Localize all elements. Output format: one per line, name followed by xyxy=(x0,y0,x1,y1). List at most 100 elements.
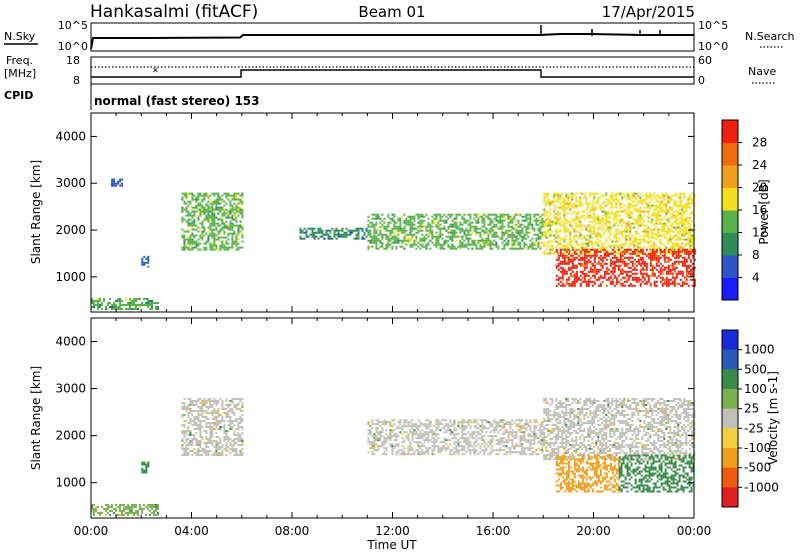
echo-cell xyxy=(483,245,486,248)
echo-cell xyxy=(199,204,202,207)
echo-cell xyxy=(143,503,145,506)
echo-cell xyxy=(197,426,200,428)
echo-cell xyxy=(585,264,588,267)
echo-cell xyxy=(455,223,458,226)
cpid-panel: CPID normal (fast stereo) 153 xyxy=(4,84,260,110)
echo-cell xyxy=(651,274,654,277)
echo-cell xyxy=(381,427,384,430)
echo-cell xyxy=(195,410,198,412)
echo-cell xyxy=(235,418,238,420)
echo-cell xyxy=(655,200,658,203)
echo-cell xyxy=(157,302,159,304)
echo-cell xyxy=(235,196,238,199)
echo-cell xyxy=(661,270,664,273)
echo-cell xyxy=(539,237,542,240)
echo-cell xyxy=(217,222,220,225)
echo-cell xyxy=(597,196,600,199)
echo-cell xyxy=(607,228,610,231)
echo-cell xyxy=(503,243,506,246)
echo-cell xyxy=(589,214,592,217)
echo-cell xyxy=(549,250,552,253)
echo-cell xyxy=(145,469,148,472)
echo-cell xyxy=(451,213,454,216)
echo-cell xyxy=(99,300,101,302)
echo-cell xyxy=(563,270,566,273)
echo-cell xyxy=(509,219,512,222)
echo-cell xyxy=(395,245,398,248)
echo-cell xyxy=(523,241,526,244)
echo-cell xyxy=(427,223,430,226)
echo-cell xyxy=(429,431,432,434)
echo-cell xyxy=(667,194,670,197)
echo-cell xyxy=(221,200,224,203)
echo-cell xyxy=(133,511,135,514)
echo-cell xyxy=(187,438,190,440)
echo-cell xyxy=(151,304,153,306)
echo-cell xyxy=(199,420,202,422)
echo-cell xyxy=(683,280,686,283)
echo-cell xyxy=(639,224,642,227)
echo-cell xyxy=(575,256,578,259)
echo-cell xyxy=(453,429,456,432)
echo-cell xyxy=(227,420,230,422)
echo-cell xyxy=(429,233,432,236)
echo-cell xyxy=(661,202,664,205)
echo-cell xyxy=(207,230,210,233)
echo-cell xyxy=(623,248,626,251)
echo-cell xyxy=(489,247,492,250)
echo-cell xyxy=(583,194,586,197)
echo-cell xyxy=(465,237,468,240)
echo-cell xyxy=(675,244,678,247)
echo-cell xyxy=(335,237,338,240)
echo-cell xyxy=(683,234,686,237)
echo-cell xyxy=(215,208,218,211)
echo-cell xyxy=(189,234,192,237)
echo-cell xyxy=(685,248,688,251)
echo-cell xyxy=(235,238,238,241)
echo-cell xyxy=(157,507,159,510)
echo-cell xyxy=(619,268,622,271)
echo-cell xyxy=(513,243,516,246)
echo-cell xyxy=(651,272,654,275)
echo-cell xyxy=(601,248,604,251)
echo-cell xyxy=(131,503,133,506)
echo-cell xyxy=(637,278,640,281)
echo-cell xyxy=(401,429,404,432)
echo-cell xyxy=(377,431,380,434)
echo-cell xyxy=(461,241,464,244)
echo-cell xyxy=(617,280,620,283)
echo-cell xyxy=(679,246,682,249)
echo-cell xyxy=(569,208,572,211)
echo-cell xyxy=(591,246,594,249)
echo-cell xyxy=(579,274,582,277)
echo-cell xyxy=(449,421,452,424)
echo-cell xyxy=(647,202,650,205)
echo-cell xyxy=(679,194,682,197)
echo-cell xyxy=(113,180,116,183)
echo-cell xyxy=(223,230,226,233)
echo-cell xyxy=(691,266,694,269)
echo-cell xyxy=(597,198,600,201)
echo-cell xyxy=(427,217,430,220)
echo-cell xyxy=(497,221,500,224)
echo-cell xyxy=(467,233,470,236)
echo-cell xyxy=(545,234,548,237)
echo-cell xyxy=(99,513,101,516)
echo-cell xyxy=(113,308,115,310)
echo-cell xyxy=(539,229,542,232)
echo-cell xyxy=(231,198,234,201)
echo-cell xyxy=(587,258,590,261)
echo-cell xyxy=(605,254,608,257)
echo-cell xyxy=(375,435,378,438)
echo-cell xyxy=(515,223,518,226)
echo-cell xyxy=(213,222,216,225)
echo-cell xyxy=(379,231,382,234)
echo-cell xyxy=(677,196,680,199)
echo-cell xyxy=(241,214,244,217)
echo-cell xyxy=(219,230,222,233)
echo-cell xyxy=(587,274,590,277)
echo-cell xyxy=(581,252,584,255)
echo-cell xyxy=(519,235,522,238)
echo-cell xyxy=(207,194,210,197)
echo-cell xyxy=(473,453,476,456)
